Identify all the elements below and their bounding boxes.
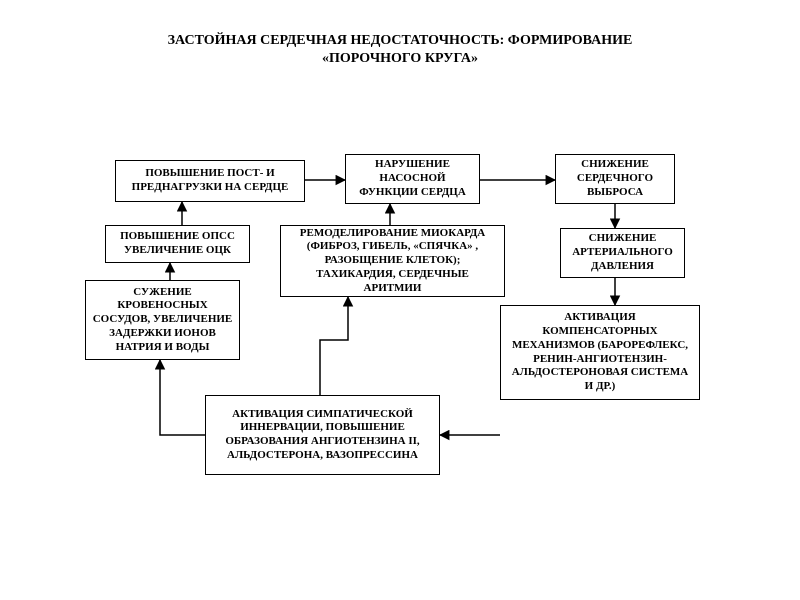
edge-symp-to-remodel (320, 297, 348, 395)
node-output: СНИЖЕНИЕ СЕРДЕЧНОГО ВЫБРОСА (555, 154, 675, 204)
title-line-1: ЗАСТОЙНАЯ СЕРДЕЧНАЯ НЕДОСТАТОЧНОСТЬ: ФОР… (168, 33, 633, 48)
edge-symp-to-vessels (160, 360, 205, 435)
node-comp: АКТИВАЦИЯ КОМПЕНСАТОРНЫХ МЕХАНИЗМОВ (БАР… (500, 305, 700, 400)
title-line-2: «ПОРОЧНОГО КРУГА» (322, 51, 478, 66)
node-remodel: РЕМОДЕЛИРОВАНИЕ МИОКАРДА (ФИБРОЗ, ГИБЕЛЬ… (280, 225, 505, 297)
node-preload: ПОВЫШЕНИЕ ПОСТ- И ПРЕДНАГРУЗКИ НА СЕРДЦЕ (115, 160, 305, 202)
node-abp: СНИЖЕНИЕ АРТЕРИАЛЬНОГО ДАВЛЕНИЯ (560, 228, 685, 278)
node-opss: ПОВЫШЕНИЕ ОПСС УВЕЛИЧЕНИЕ ОЦК (105, 225, 250, 263)
node-vessels: СУЖЕНИЕ КРОВЕНОСНЫХ СОСУДОВ, УВЕЛИЧЕНИЕ … (85, 280, 240, 360)
diagram-title: ЗАСТОЙНАЯ СЕРДЕЧНАЯ НЕДОСТАТОЧНОСТЬ: ФОР… (0, 32, 800, 68)
node-pump: НАРУШЕНИЕ НАСОСНОЙ ФУНКЦИИ СЕРДЦА (345, 154, 480, 204)
node-symp: АКТИВАЦИЯ СИМПАТИЧЕСКОЙ ИННЕРВАЦИИ, ПОВЫ… (205, 395, 440, 475)
